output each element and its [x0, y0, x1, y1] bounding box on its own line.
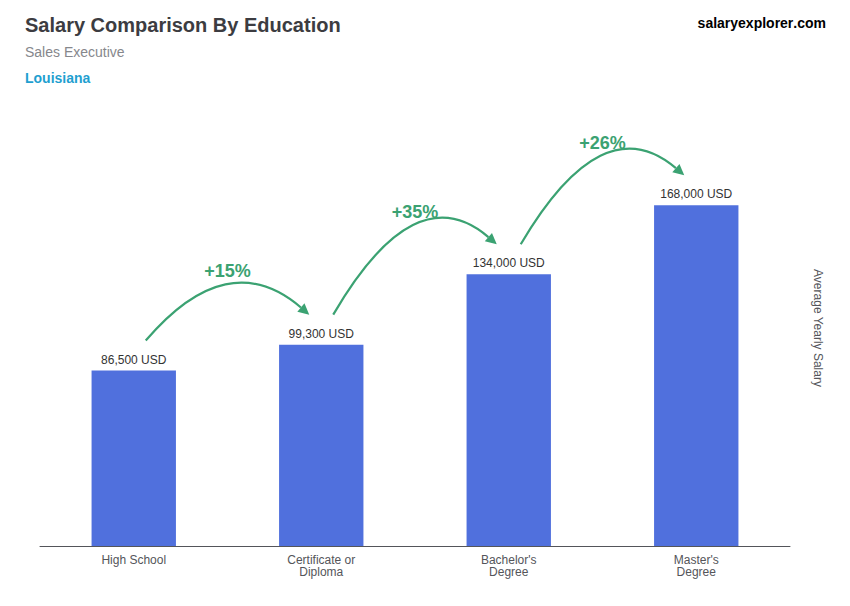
svg-text:Sales Executive: Sales Executive	[25, 44, 125, 60]
svg-text:+15%: +15%	[204, 261, 251, 281]
svg-text:explorer: explorer	[738, 15, 794, 31]
svg-text:Bachelor's: Bachelor's	[480, 553, 537, 567]
svg-text:168,000 USD: 168,000 USD	[660, 187, 732, 201]
svg-text:.com: .com	[793, 15, 826, 31]
svg-text:Diploma: Diploma	[299, 565, 343, 579]
svg-text:Salary Comparison By Education: Salary Comparison By Education	[25, 14, 341, 36]
svg-text:86,500 USD: 86,500 USD	[101, 353, 167, 367]
svg-text:Degree: Degree	[677, 565, 717, 579]
svg-text:Master's: Master's	[673, 553, 719, 567]
svg-text:Louisiana: Louisiana	[25, 70, 91, 86]
svg-text:134,000 USD: 134,000 USD	[473, 256, 545, 270]
svg-text:salary: salary	[698, 15, 739, 31]
svg-text:Certificate or: Certificate or	[287, 553, 356, 567]
svg-text:High School: High School	[101, 553, 166, 567]
svg-text:Average Yearly Salary: Average Yearly Salary	[811, 269, 825, 387]
svg-text:+26%: +26%	[579, 133, 626, 153]
svg-text:+35%: +35%	[392, 202, 439, 222]
svg-text:99,300 USD: 99,300 USD	[289, 327, 355, 341]
svg-text:Degree: Degree	[489, 565, 529, 579]
